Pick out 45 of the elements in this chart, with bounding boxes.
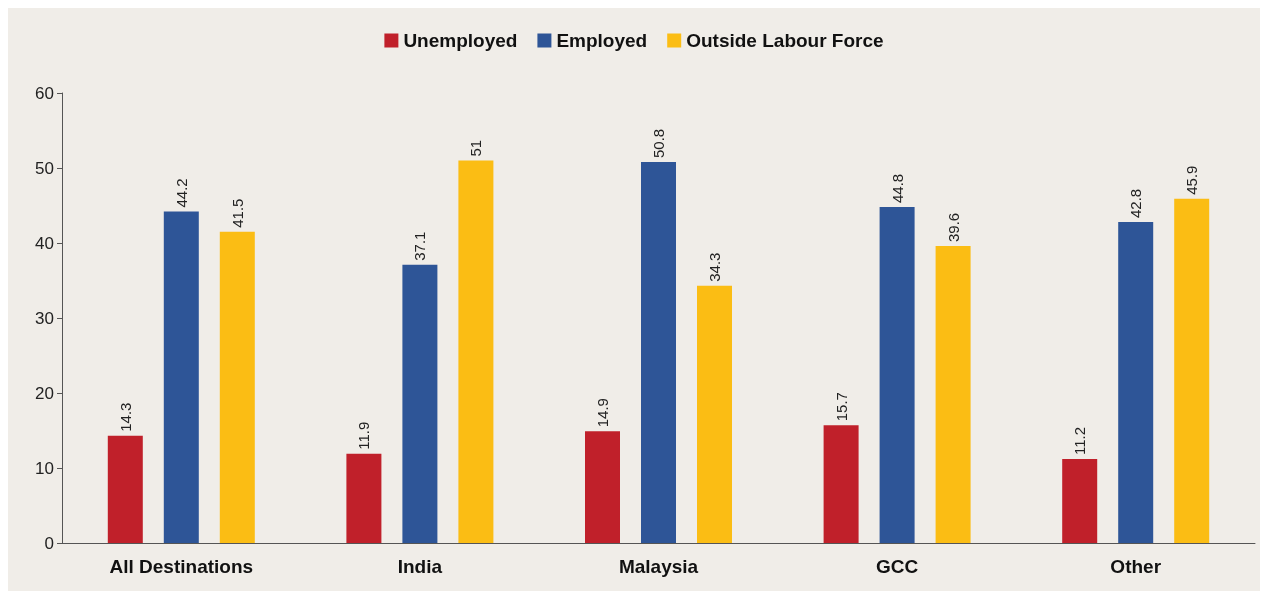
bar: [1062, 459, 1098, 543]
bar: [402, 264, 438, 543]
bar: [107, 435, 143, 543]
legend-label: Outside Labour Force: [686, 30, 884, 51]
bar: [219, 231, 255, 543]
bar: [823, 425, 859, 543]
data-label: 15.7: [832, 392, 850, 422]
y-tick-label: 50: [35, 158, 54, 178]
y-tick-label: 0: [44, 533, 54, 553]
bar: [585, 431, 620, 543]
data-label: 34.3: [706, 252, 723, 282]
data-label: 11.9: [355, 421, 373, 450]
data-label: 41.5: [228, 198, 246, 228]
x-tick-label: All Destinations: [109, 556, 254, 577]
data-label: 39.6: [944, 212, 962, 242]
y-tick-label: 20: [35, 383, 54, 403]
x-tick-label: GCC: [875, 556, 919, 577]
bar: [1174, 198, 1210, 543]
bar: [163, 211, 199, 543]
data-label: 51: [467, 139, 485, 157]
x-tick-label: India: [397, 556, 443, 577]
data-label: 44.2: [172, 178, 190, 208]
data-label: 50.8: [650, 128, 667, 158]
bar: [879, 207, 915, 543]
y-tick-label: 10: [35, 458, 54, 478]
data-label: 11.2: [1071, 426, 1089, 455]
legend-label: Employed: [556, 30, 648, 51]
x-tick-label: Malaysia: [618, 556, 699, 577]
bar: [697, 285, 732, 543]
data-label: 14.9: [594, 398, 611, 428]
bar: [935, 246, 971, 543]
x-tick-label: Other: [1110, 556, 1162, 577]
bar: [1118, 222, 1154, 543]
y-tick-label: 40: [35, 233, 54, 253]
y-tick-label: 60: [35, 83, 54, 103]
bar: [346, 453, 382, 543]
y-tick-label: 30: [35, 308, 54, 328]
legend-label: Unemployed: [403, 30, 518, 51]
data-label: 44.8: [888, 173, 906, 203]
bar: [458, 160, 494, 543]
data-label: 14.3: [116, 402, 134, 432]
data-label: 45.9: [1183, 165, 1201, 195]
data-label: 42.8: [1127, 188, 1145, 218]
data-label: 37.1: [411, 231, 429, 261]
bar: [641, 162, 676, 543]
